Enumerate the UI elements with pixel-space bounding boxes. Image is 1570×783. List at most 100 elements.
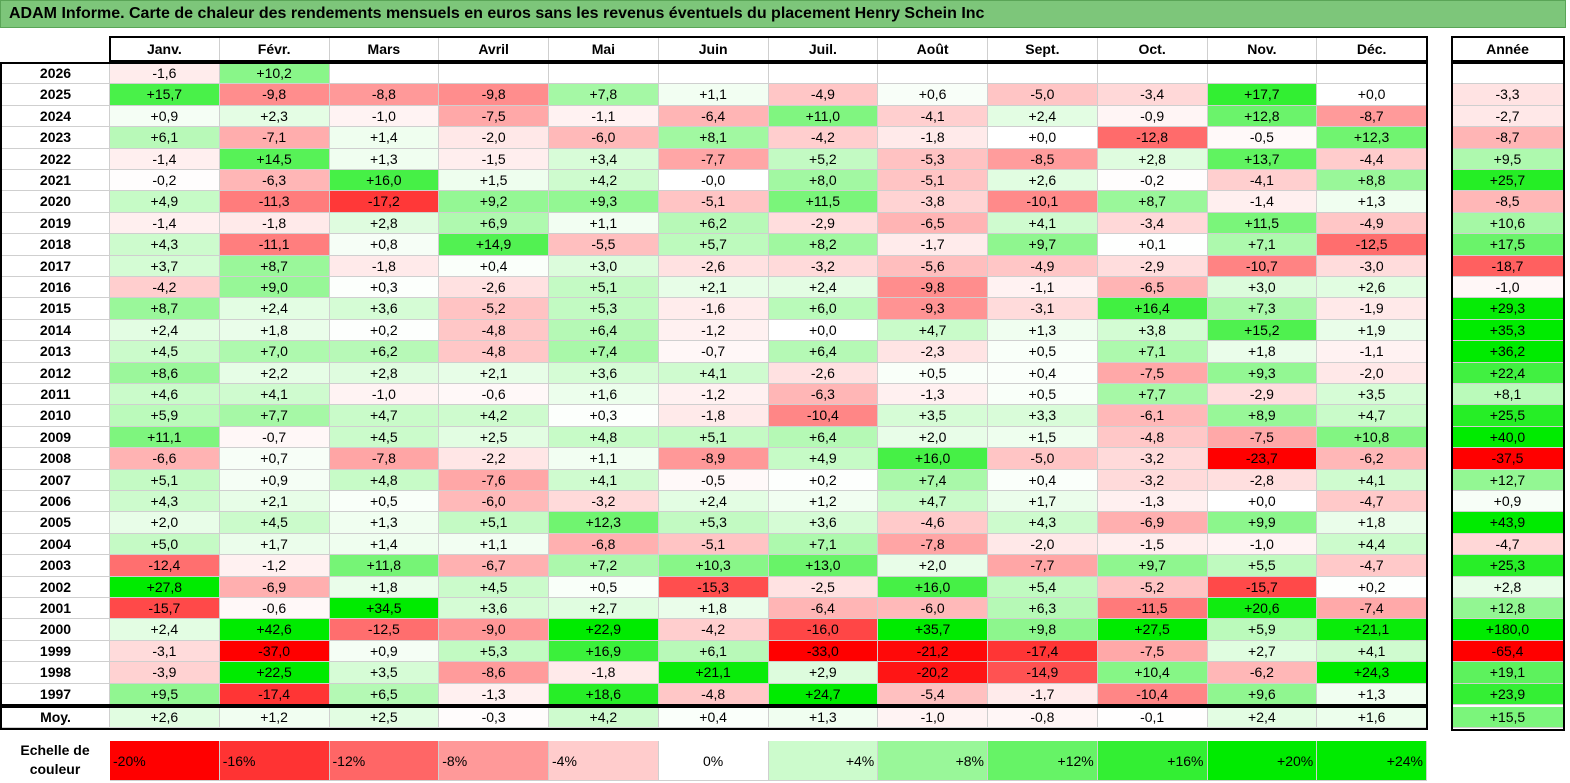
- heatmap-cell: +12,8: [1207, 105, 1318, 128]
- heatmap-cell: +8,8: [1317, 170, 1427, 192]
- heatmap-cell: +4,1: [549, 469, 659, 491]
- annual-return-cell: +22,4: [1452, 362, 1564, 384]
- annual-return-cell: +35,3: [1452, 319, 1564, 342]
- heatmap-cell: +5,0: [110, 533, 220, 556]
- annual-return-cell: +180,0: [1452, 619, 1564, 641]
- heatmap-cell: -10,1: [988, 191, 1098, 213]
- heatmap-cell: -4,1: [878, 105, 988, 128]
- heatmap-cell: [329, 63, 440, 85]
- heatmap-cell: [658, 63, 769, 85]
- scale-swatch: +12%: [988, 741, 1098, 781]
- row-year-label: 1997: [2, 683, 110, 705]
- heatmap-cell: +4,6: [110, 384, 220, 406]
- heatmap-cell: -1,8: [329, 255, 440, 277]
- heatmap-cell: -7,6: [439, 469, 549, 491]
- heatmap-cell: -5,1: [658, 191, 769, 213]
- heatmap-cell: +5,5: [1207, 555, 1318, 577]
- row-year-label: 2025: [2, 84, 110, 106]
- row-year-label: 2022: [2, 148, 110, 170]
- heatmap-cell: -4,4: [1317, 148, 1427, 170]
- heatmap-cell: -7,5: [1207, 426, 1318, 449]
- heatmap-cell: -9,8: [219, 84, 330, 106]
- heatmap-cell: -5,3: [878, 148, 988, 170]
- heatmap-cell: +4,2: [549, 707, 659, 729]
- heatmap-cell: +3,5: [329, 662, 440, 684]
- heatmap-cell: -2,0: [988, 533, 1098, 556]
- column-header: Juil.: [768, 38, 879, 61]
- heatmap-cell: +4,7: [1317, 405, 1427, 427]
- heatmap-cell: -2,5: [768, 576, 879, 598]
- annual-return-cell: +29,3: [1452, 298, 1564, 320]
- heatmap-cell: -1,3: [1097, 491, 1208, 513]
- heatmap-cell: +2,6: [1317, 277, 1427, 299]
- heatmap-cell: -11,5: [1097, 598, 1208, 620]
- heatmap-cell: +7,4: [549, 341, 659, 363]
- row-year-label: 2020: [2, 191, 110, 213]
- heatmap-cell: +10,2: [219, 63, 330, 85]
- heatmap-cell: +42,6: [219, 619, 330, 641]
- heatmap-cell: -0,8: [988, 707, 1098, 729]
- heatmap-cell: -11,1: [219, 234, 330, 256]
- heatmap-cell: +1,1: [549, 212, 659, 235]
- heatmap-cell: -3,9: [110, 662, 220, 684]
- row-year-label: 2002: [2, 576, 110, 598]
- heatmap-cell: -5,1: [878, 170, 988, 192]
- heatmap-cell: +7,1: [768, 533, 879, 556]
- annual-return-cell: -8,7: [1452, 127, 1564, 149]
- heatmap-cell: -2,6: [768, 362, 879, 384]
- heatmap-cell: +9,3: [549, 191, 659, 213]
- heatmap-cell: -0,2: [1097, 170, 1208, 192]
- heatmap-cell: -0,3: [439, 707, 549, 729]
- heatmap-cell: -1,2: [658, 319, 769, 342]
- heatmap-cell: +2,4: [658, 491, 769, 513]
- annual-return-cell: +10,6: [1452, 212, 1564, 235]
- heatmap-cell: +12,3: [1317, 127, 1427, 149]
- heatmap-cell: +1,8: [219, 319, 330, 342]
- heatmap-cell: +6,2: [329, 341, 440, 363]
- heatmap-cell: +0,9: [329, 640, 440, 663]
- heatmap-cell: +4,3: [988, 512, 1098, 534]
- annual-return-cell: +25,5: [1452, 405, 1564, 427]
- heatmap-cell: +1,5: [439, 170, 549, 192]
- heatmap-cell: +4,1: [988, 212, 1098, 235]
- heatmap-cell: +7,1: [1207, 234, 1318, 256]
- heatmap-cell: -0,5: [1207, 127, 1318, 149]
- annual-return-cell: -37,5: [1452, 448, 1564, 470]
- heatmap-cell: -33,0: [768, 640, 879, 663]
- heatmap-cell: [1097, 63, 1208, 85]
- annual-return-cell: -65,4: [1452, 640, 1564, 663]
- heatmap-cell: +11,5: [768, 191, 879, 213]
- heatmap-cell: -1,1: [988, 277, 1098, 299]
- heatmap-cell: +3,6: [549, 362, 659, 384]
- heatmap-cell: +0,3: [549, 405, 659, 427]
- heatmap-cell: +4,1: [1317, 640, 1427, 663]
- scale-swatch: -20%: [110, 741, 220, 781]
- heatmap-cell: -15,7: [1207, 576, 1318, 598]
- row-year-label: 2005: [2, 512, 110, 534]
- heatmap-cell: +2,4: [219, 298, 330, 320]
- heatmap-cell: +0,4: [439, 255, 549, 277]
- heatmap-cell: +1,8: [1207, 341, 1318, 363]
- heatmap-cell: +3,0: [549, 255, 659, 277]
- heatmap-cell: +7,7: [219, 405, 330, 427]
- heatmap-cell: +2,4: [1207, 707, 1318, 729]
- heatmap-cell: +0,1: [1097, 234, 1208, 256]
- heatmap-cell: +4,8: [549, 426, 659, 449]
- annual-return-cell: +25,7: [1452, 170, 1564, 192]
- heatmap-cell: +11,8: [329, 555, 440, 577]
- heatmap-cell: +2,4: [110, 619, 220, 641]
- heatmap-cell: +6,2: [658, 212, 769, 235]
- heatmap-cell: +2,0: [110, 512, 220, 534]
- heatmap-cell: -7,8: [878, 533, 988, 556]
- row-year-label: 2012: [2, 362, 110, 384]
- heatmap-cell: +2,1: [219, 491, 330, 513]
- heatmap-cell: -7,5: [439, 105, 549, 128]
- row-year-label: 1998: [2, 662, 110, 684]
- row-year-label: 2011: [2, 384, 110, 406]
- heatmap-cell: +4,5: [329, 426, 440, 449]
- annual-return-cell: +19,1: [1452, 662, 1564, 684]
- heatmap-cell: -3,8: [878, 191, 988, 213]
- heatmap-cell: +2,5: [329, 707, 440, 729]
- heatmap-cell: +0,6: [878, 84, 988, 106]
- heatmap-cell: -6,0: [549, 127, 659, 149]
